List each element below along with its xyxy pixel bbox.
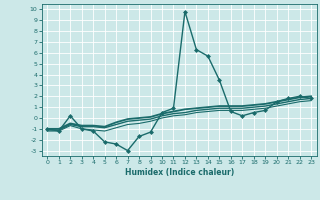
X-axis label: Humidex (Indice chaleur): Humidex (Indice chaleur)	[124, 168, 234, 177]
